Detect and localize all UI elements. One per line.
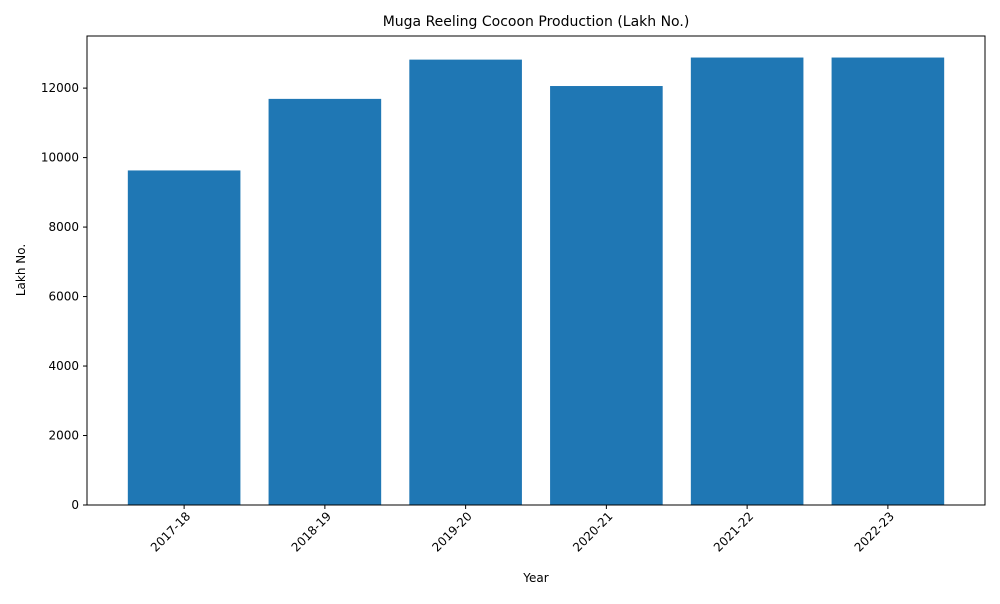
y-tick-label: 0 — [71, 498, 79, 512]
y-tick-label: 10000 — [41, 151, 79, 165]
plot-frame — [86, 35, 986, 506]
bar-2022-23 — [831, 57, 945, 506]
x-tick-label: 2020-21 — [570, 509, 615, 554]
x-tick-label: 2021-22 — [711, 509, 756, 554]
y-axis: 0 2000 4000 6000 8000 10000 12000 — [41, 81, 87, 512]
x-tick-label: 2019-20 — [429, 509, 474, 554]
x-tick-label: 2017-18 — [148, 509, 193, 554]
bars-group — [127, 57, 945, 506]
bar-2020-21 — [550, 86, 663, 505]
x-tick-label: 2022-23 — [852, 509, 897, 554]
x-axis-label: Year — [522, 571, 548, 585]
y-tick-label: 12000 — [41, 81, 79, 95]
bar-2018-19 — [268, 98, 382, 505]
y-tick-label: 2000 — [48, 429, 79, 443]
chart-title: Muga Reeling Cocoon Production (Lakh No.… — [383, 14, 690, 30]
bar-2021-22 — [690, 57, 804, 506]
bar-2017-18 — [127, 170, 241, 506]
y-tick-label: 6000 — [48, 290, 79, 304]
y-tick-label: 4000 — [48, 359, 79, 373]
y-axis-label: Lakh No. — [14, 244, 28, 296]
x-tick-label: 2018-19 — [289, 509, 334, 554]
y-tick-label: 8000 — [48, 220, 79, 234]
x-axis: 2017-18 2018-19 2019-20 2020-21 2021-22 2022-… — [148, 505, 897, 555]
bar-2019-20 — [409, 59, 522, 505]
